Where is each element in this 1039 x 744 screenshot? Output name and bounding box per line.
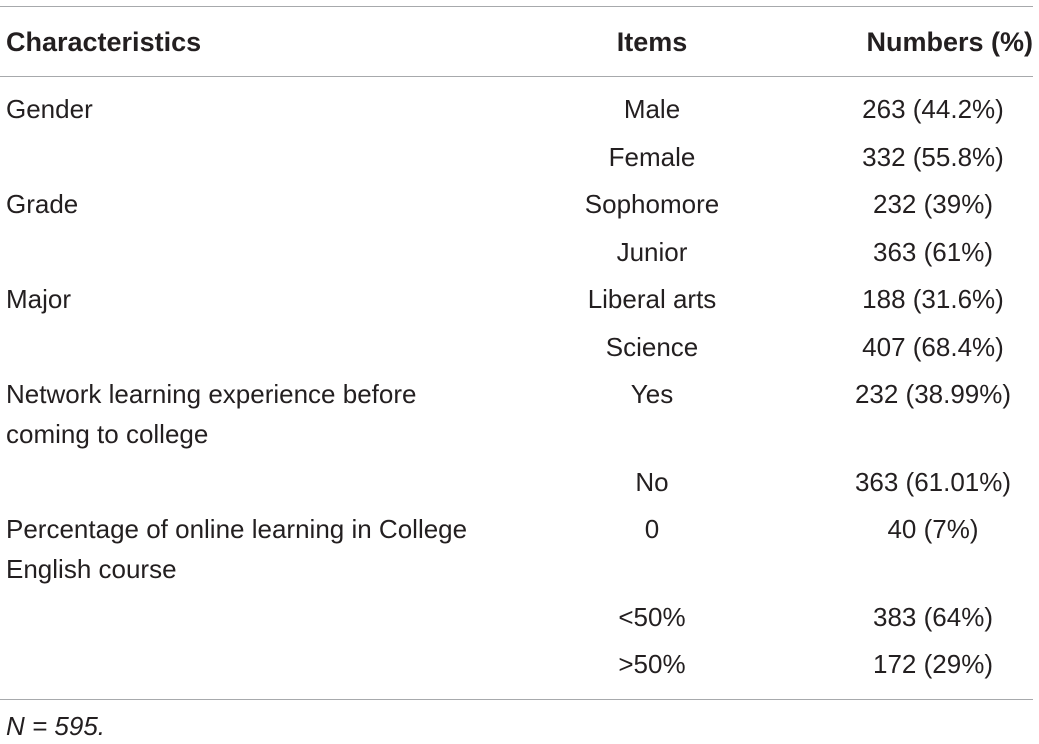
cell-item: <50% xyxy=(618,601,686,632)
cell-characteristic: Gender xyxy=(6,94,93,124)
table-body: Gender Male 263 (44.2%) Female 332 (55.8… xyxy=(0,89,1039,692)
cell-number: 232 (38.99%) xyxy=(854,379,1012,409)
cell-characteristic: Major xyxy=(6,284,72,314)
table-row: Network learning experience before comin… xyxy=(0,374,1039,462)
cell-characteristic: Network learning experience before comin… xyxy=(6,379,417,449)
cell-characteristic: Percentage of online learning in College… xyxy=(6,514,468,584)
table-header-row: Characteristics Items Numbers (%) xyxy=(0,22,1039,62)
table-header-rule xyxy=(0,76,1033,77)
cell-number: 172 (29%) xyxy=(873,649,993,679)
cell-item: 0 xyxy=(644,514,660,544)
table-footnote: N = 595. xyxy=(6,711,106,741)
cell-number: 363 (61%) xyxy=(873,236,993,267)
cell-number: 40 (7%) xyxy=(887,514,979,544)
table-row: Grade Sophomore 232 (39%) xyxy=(0,184,1039,232)
table-row: Female 332 (55.8%) xyxy=(0,137,1039,185)
table-bottom-rule xyxy=(0,699,1033,700)
cell-number: 263 (44.2%) xyxy=(862,94,1004,124)
cell-number: 363 (61.01%) xyxy=(854,466,1012,497)
cell-characteristic: Grade xyxy=(6,189,79,219)
cell-item: Sophomore xyxy=(584,189,720,219)
cell-item: Female xyxy=(608,141,696,172)
cell-number: 188 (31.6%) xyxy=(862,284,1004,314)
table-top-rule xyxy=(0,6,1033,7)
cell-item: No xyxy=(635,466,669,497)
table-row: Major Liberal arts 188 (31.6%) xyxy=(0,279,1039,327)
cell-number: 332 (55.8%) xyxy=(862,141,1004,172)
cell-item: Junior xyxy=(616,236,688,267)
table-row: Science 407 (68.4%) xyxy=(0,327,1039,375)
cell-item: Science xyxy=(605,331,699,362)
header-items: Items xyxy=(616,27,688,57)
table-row: No 363 (61.01%) xyxy=(0,462,1039,510)
header-numbers: Numbers (%) xyxy=(866,27,1033,57)
header-characteristics: Characteristics xyxy=(6,27,202,57)
table-row: >50% 172 (29%) xyxy=(0,644,1039,692)
cell-number: 383 (64%) xyxy=(873,601,993,632)
cell-item: Liberal arts xyxy=(587,284,717,314)
cell-item: >50% xyxy=(618,649,686,679)
cell-item: Male xyxy=(623,94,681,124)
cell-item: Yes xyxy=(630,379,674,409)
cell-number: 407 (68.4%) xyxy=(862,331,1004,362)
table-row: Gender Male 263 (44.2%) xyxy=(0,89,1039,137)
cell-number: 232 (39%) xyxy=(873,189,993,219)
table-row: Junior 363 (61%) xyxy=(0,232,1039,280)
table-row: <50% 383 (64%) xyxy=(0,597,1039,645)
table-row: Percentage of online learning in College… xyxy=(0,509,1039,597)
